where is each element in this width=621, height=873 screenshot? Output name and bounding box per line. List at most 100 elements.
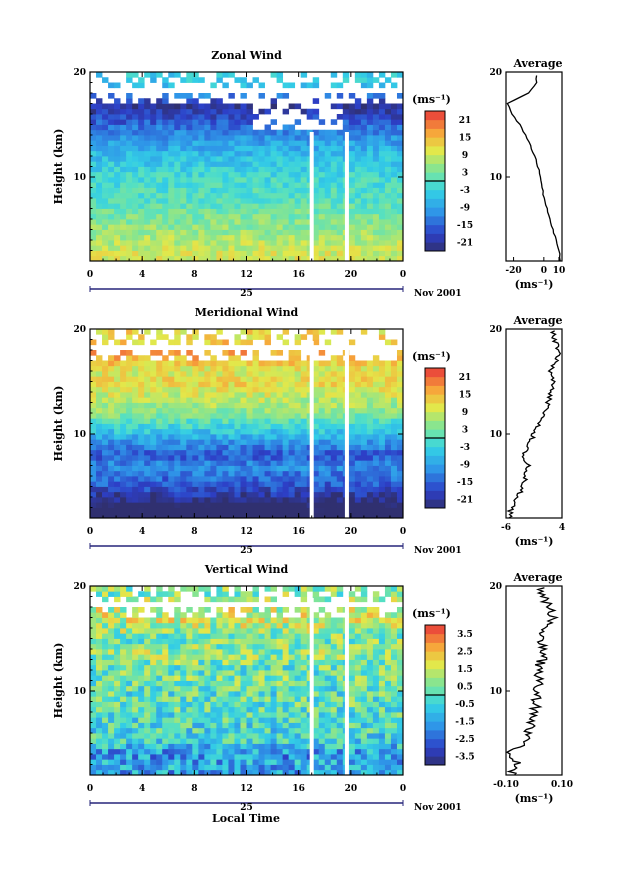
heatmap-cell <box>168 192 175 199</box>
heatmap-cell <box>312 481 320 487</box>
heatmap-cell <box>390 712 398 718</box>
heatmap-cell <box>360 224 368 230</box>
heatmap-cell <box>156 119 163 125</box>
heatmap-cell <box>354 759 362 765</box>
heatmap-cell <box>138 507 145 514</box>
heatmap-cell <box>252 706 259 713</box>
heatmap-cell <box>90 135 97 141</box>
heatmap-cell <box>384 234 392 241</box>
heatmap-cell <box>372 502 380 508</box>
heatmap-cell <box>216 764 223 771</box>
heatmap-cell <box>384 691 392 697</box>
heatmap-cell <box>288 685 296 692</box>
heatmap-cell <box>300 633 308 639</box>
heatmap-cell <box>192 376 199 382</box>
heatmap-cell <box>222 481 229 487</box>
heatmap-cell <box>150 717 157 723</box>
heatmap-cell <box>210 213 217 220</box>
heatmap-cell <box>114 712 121 718</box>
heatmap-cell <box>192 455 199 461</box>
heatmap-cell <box>396 255 404 262</box>
heatmap-cell <box>108 712 115 718</box>
heatmap-cell <box>300 171 308 178</box>
heatmap-cell <box>258 512 265 519</box>
heatmap-cell <box>132 481 139 487</box>
heatmap-cell <box>336 628 344 634</box>
heatmap-cell <box>198 198 205 204</box>
heatmap-cell <box>384 701 392 708</box>
heatmap-cell <box>318 769 326 776</box>
heatmap-cell <box>288 240 296 246</box>
heatmap-cell <box>288 680 296 687</box>
heatmap-cell <box>300 129 308 136</box>
heatmap-cell <box>228 360 235 367</box>
heatmap-cell <box>384 187 392 194</box>
heatmap-cell <box>384 177 392 183</box>
heatmap-cell <box>120 727 127 734</box>
heatmap-cell <box>258 166 265 173</box>
heatmap-cell <box>252 664 259 671</box>
heatmap-cell <box>282 360 290 367</box>
heatmap-cell <box>102 434 109 440</box>
heatmap-cell <box>312 743 320 750</box>
heatmap-cell <box>144 161 151 167</box>
heatmap-cell <box>270 439 277 445</box>
heatmap-cell <box>378 722 386 729</box>
heatmap-cell <box>264 329 271 335</box>
heatmap-cell <box>288 413 296 419</box>
heatmap-cell <box>108 628 115 634</box>
heatmap-cell <box>108 717 115 723</box>
colorbar-bin <box>425 216 445 226</box>
heatmap-cell <box>252 764 259 771</box>
heatmap-cell <box>108 507 115 514</box>
heatmap-cell <box>144 208 151 215</box>
heatmap-cell <box>270 628 277 634</box>
heatmap-cell <box>234 397 241 403</box>
colorbar-unit: (ms⁻¹) <box>412 93 451 106</box>
heatmap-cell <box>354 444 362 451</box>
heatmap-cell <box>108 497 115 503</box>
heatmap-cell <box>330 182 338 188</box>
heatmap-cell <box>294 407 302 414</box>
heatmap-cell <box>198 664 205 671</box>
heatmap-cell <box>108 486 115 493</box>
heatmap-cell <box>126 738 133 744</box>
heatmap-cell <box>138 680 145 687</box>
heatmap-cell <box>372 161 380 167</box>
heatmap-cell <box>192 691 199 697</box>
heatmap-cell <box>294 497 302 503</box>
heatmap-cell <box>198 764 205 771</box>
heatmap-cell <box>342 103 350 110</box>
heatmap-cell <box>288 161 296 167</box>
heatmap-cell <box>216 360 223 367</box>
heatmap-cell <box>324 748 332 755</box>
heatmap-cell <box>294 743 302 750</box>
heatmap-cell <box>330 234 338 241</box>
heatmap-cell <box>294 208 302 215</box>
heatmap-cell <box>192 135 199 141</box>
heatmap-cell <box>90 161 97 167</box>
heatmap-cell <box>348 203 356 209</box>
heatmap-cell <box>348 638 356 645</box>
heatmap-cell <box>132 439 139 445</box>
heatmap-cell <box>246 764 253 771</box>
heatmap-cell <box>90 712 97 718</box>
heatmap-cell <box>354 156 362 162</box>
heatmap-cell <box>132 224 139 230</box>
heatmap-cell <box>348 245 356 251</box>
heatmap-cell <box>354 659 362 666</box>
heatmap-cell <box>204 119 211 125</box>
heatmap-cell <box>126 413 133 419</box>
heatmap-cell <box>318 712 326 718</box>
heatmap-cell <box>396 381 404 388</box>
heatmap-cell <box>144 418 151 424</box>
heatmap-cell <box>378 444 386 451</box>
heatmap-cell <box>138 108 145 115</box>
heatmap-cell <box>228 727 235 734</box>
heatmap-cell <box>288 633 296 639</box>
heatmap-cell <box>120 455 127 461</box>
heatmap-cell <box>246 754 253 760</box>
heatmap-cell <box>168 748 175 755</box>
heatmap-cell <box>216 166 223 173</box>
heatmap-cell <box>288 355 296 361</box>
